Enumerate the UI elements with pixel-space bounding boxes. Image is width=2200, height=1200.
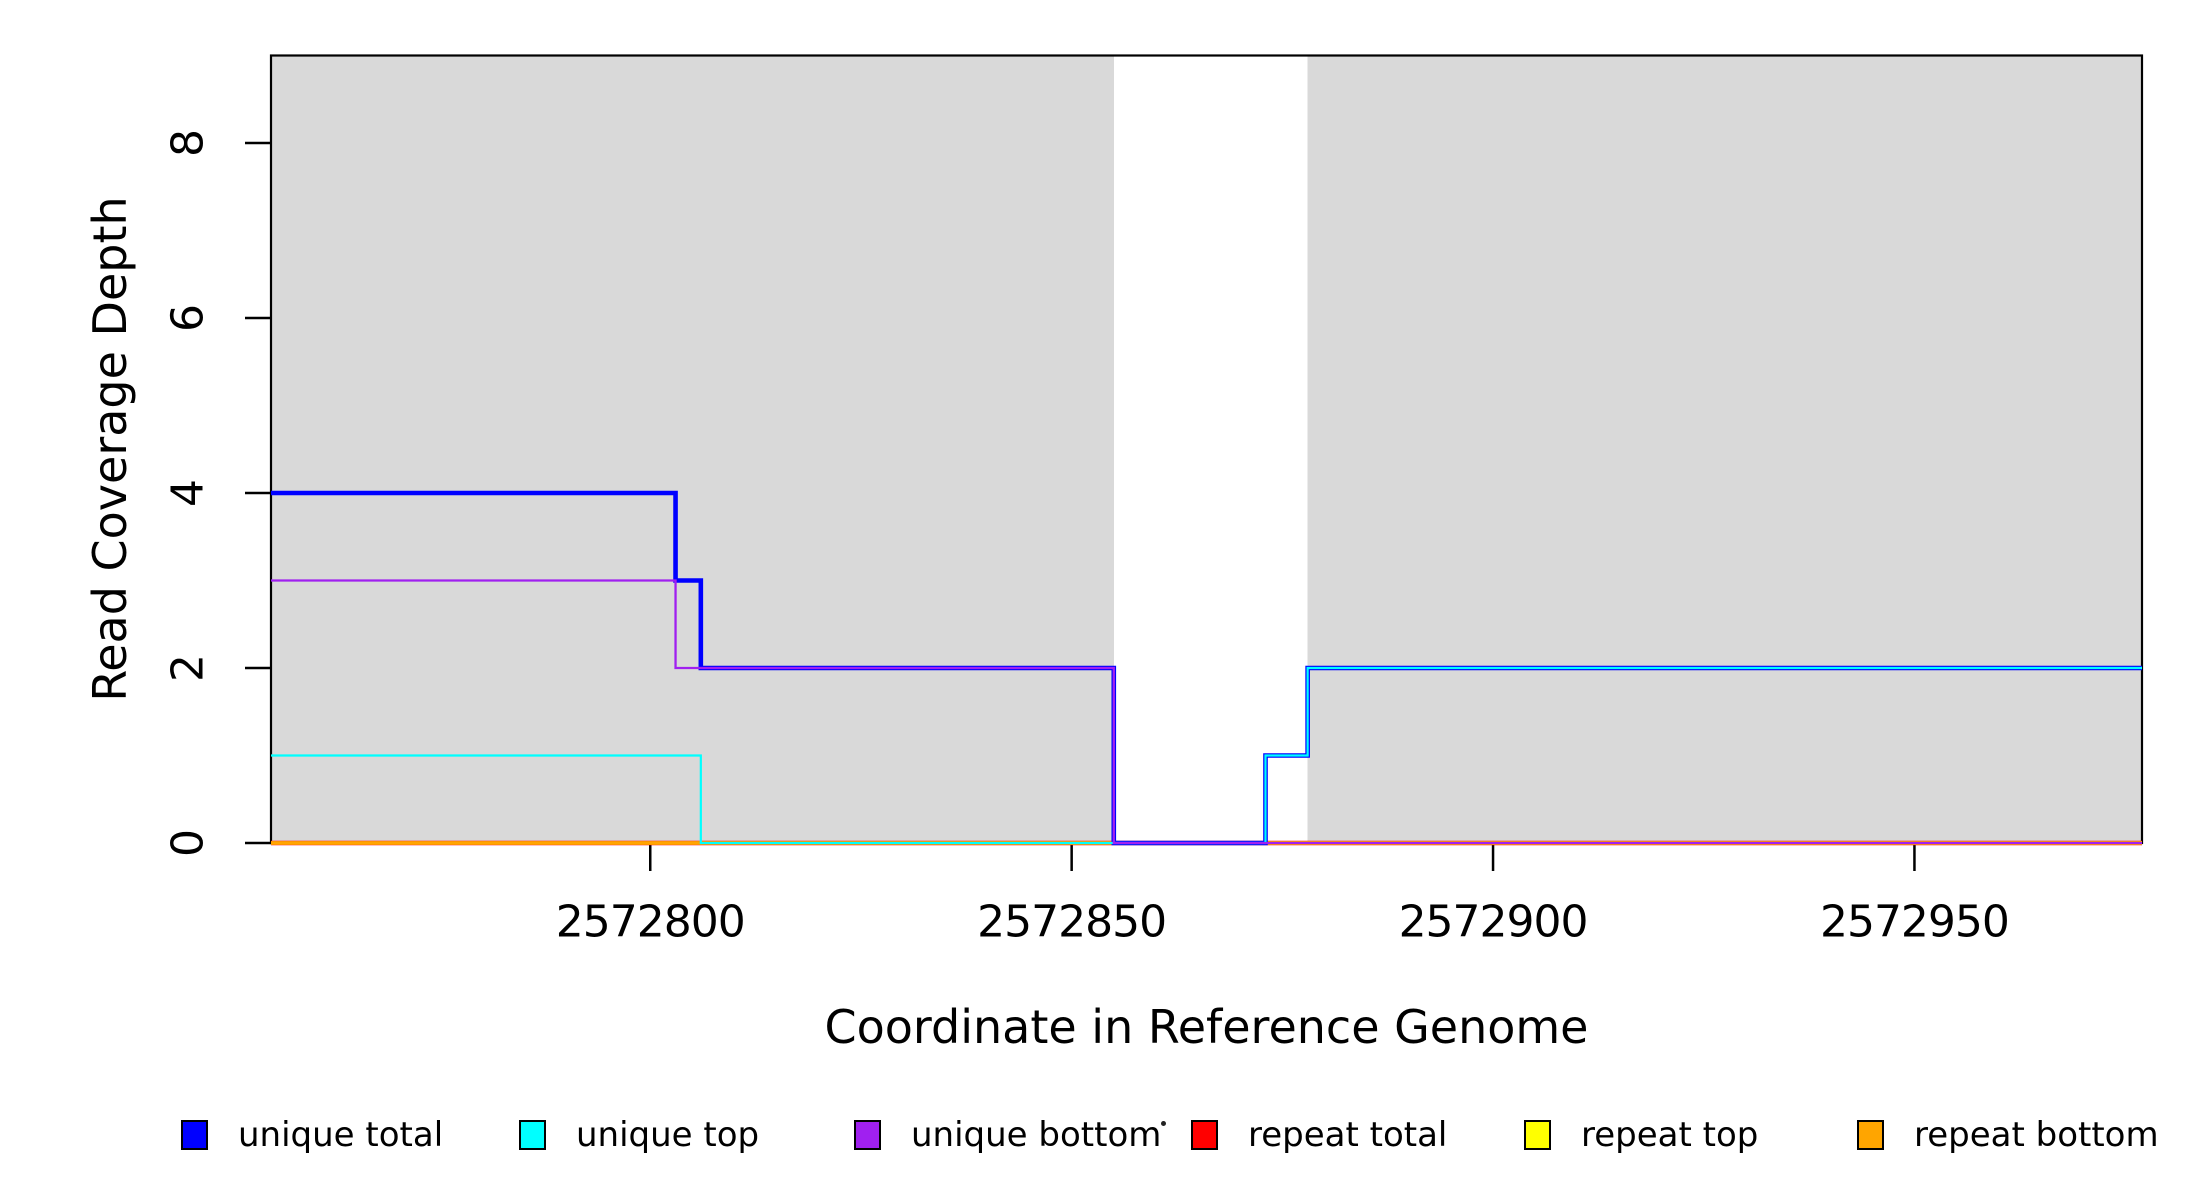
x-tick-label: 2572850 [977,896,1167,948]
legend-label: repeat top [1581,1115,1759,1155]
legend-item-repeat-top: repeat top [1524,1115,1758,1155]
y-tick-label: 4 [162,479,214,507]
x-axis-title: Coordinate in Reference Genome [824,1000,1589,1054]
legend-swatch-unique-bottom [854,1120,881,1150]
shaded-region [271,55,1114,843]
legend-swatch-repeat-bottom [1857,1120,1884,1150]
y-tick-label: 6 [162,304,214,332]
legend-item-unique-total: unique total [181,1115,443,1155]
y-tick-label: 0 [162,829,214,857]
series-unique-top [271,666,2142,845]
legend-label: repeat bottom [1914,1115,2159,1155]
legend-label: unique bottom [911,1115,1162,1155]
legend-swatch-unique-top [519,1120,546,1150]
legend-swatch-unique-total [181,1120,208,1150]
y-axis-title: Read Coverage Depth [83,196,137,702]
legend-artifact-dot [1161,1121,1166,1126]
legend-label: unique top [576,1115,760,1155]
legend-item-repeat-total: repeat total [1191,1115,1447,1155]
legend-swatch-repeat-total [1191,1120,1218,1150]
shaded-region [1307,55,2142,843]
legend-item-unique-bottom: unique bottom [854,1115,1161,1155]
y-tick-label: 8 [162,129,214,157]
x-tick-label: 2572950 [1819,896,2010,948]
x-tick-label: 2572800 [555,896,746,948]
series-unique-bottom [271,579,2142,845]
y-tick-label: 2 [162,654,214,682]
legend-label: repeat total [1248,1115,1448,1155]
legend-swatch-repeat-top [1524,1120,1551,1150]
legend-label: unique total [238,1115,444,1155]
legend-item-unique-top: unique top [519,1115,759,1155]
x-tick-label: 2572900 [1398,896,1589,948]
legend-item-repeat-bottom: repeat bottom [1857,1115,2159,1155]
